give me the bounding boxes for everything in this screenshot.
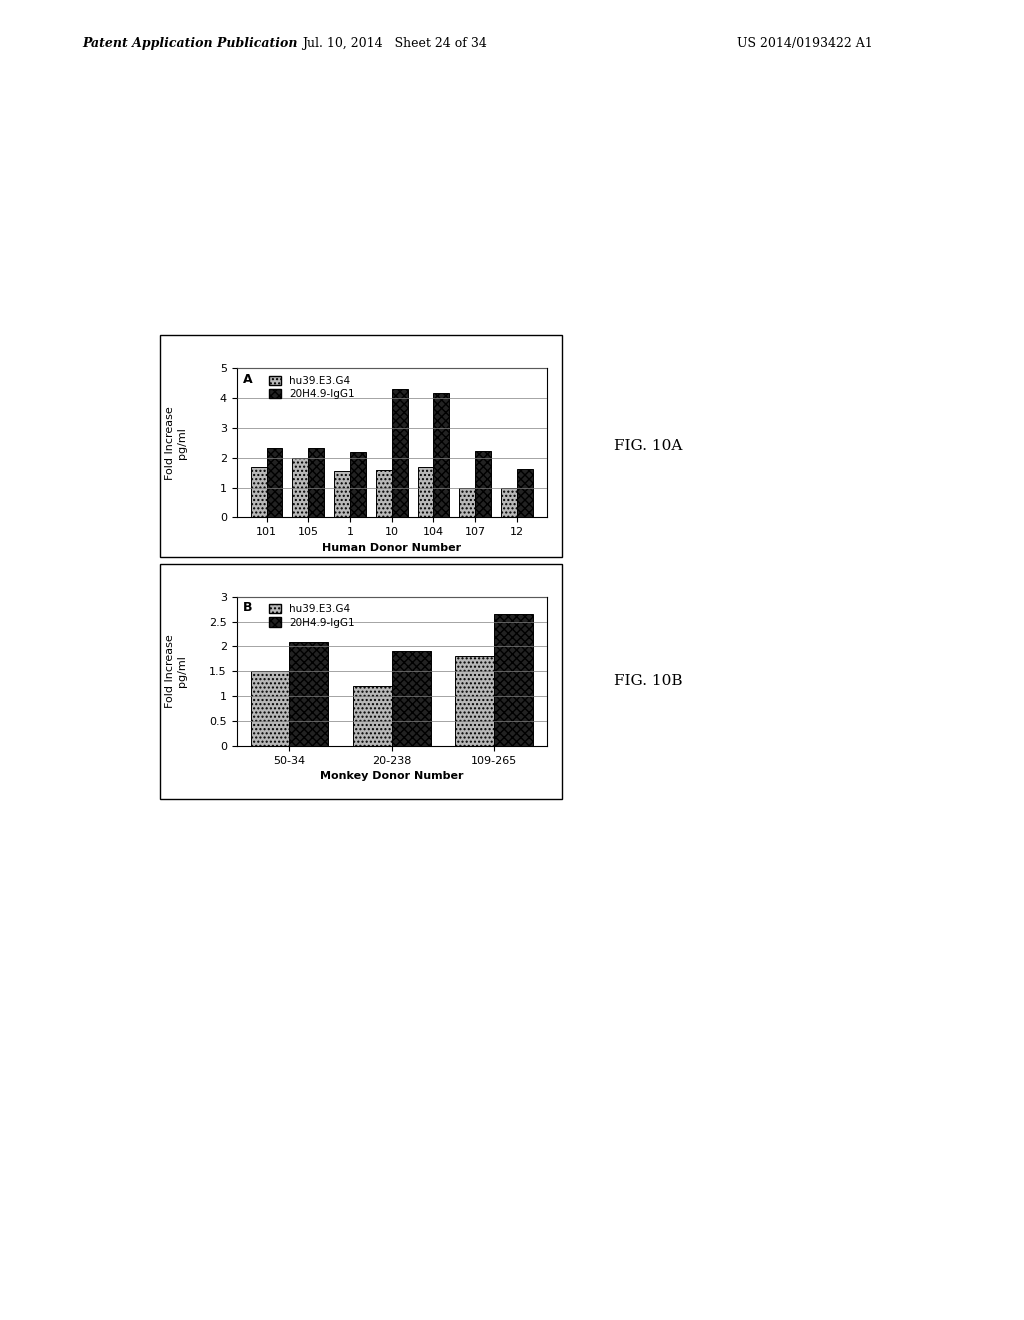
X-axis label: Monkey Donor Number: Monkey Donor Number [319,771,464,781]
Bar [290,643,329,746]
Y-axis label: Fold Increase
pg/ml: Fold Increase pg/ml [165,407,187,479]
Bar [353,686,391,746]
Text: B: B [243,601,252,614]
Legend: hu39.E3.G4, 20H4.9-IgG1: hu39.E3.G4, 20H4.9-IgG1 [266,374,357,401]
Text: US 2014/0193422 A1: US 2014/0193422 A1 [737,37,873,50]
Text: FIG. 10A: FIG. 10A [614,440,683,453]
Text: Patent Application Publication: Patent Application Publication [82,37,297,50]
Bar [517,469,532,517]
Bar [376,470,391,517]
Bar [391,389,408,517]
Text: A: A [243,372,252,385]
Bar [334,471,350,517]
Bar [308,447,324,517]
Bar [433,393,450,517]
Bar [391,651,430,746]
Bar [455,656,494,746]
Bar [418,467,433,517]
Y-axis label: Fold Increase
pg/ml: Fold Increase pg/ml [165,635,187,708]
Legend: hu39.E3.G4, 20H4.9-IgG1: hu39.E3.G4, 20H4.9-IgG1 [266,602,357,630]
Bar [501,487,517,517]
Bar [475,451,490,517]
Text: FIG. 10B: FIG. 10B [614,675,683,688]
Bar [293,458,308,517]
X-axis label: Human Donor Number: Human Donor Number [323,543,461,553]
Bar [251,671,290,746]
Bar [494,614,532,746]
Bar [460,487,475,517]
Bar [251,467,266,517]
Bar [266,449,283,517]
Bar [350,453,366,517]
Text: Jul. 10, 2014   Sheet 24 of 34: Jul. 10, 2014 Sheet 24 of 34 [302,37,486,50]
